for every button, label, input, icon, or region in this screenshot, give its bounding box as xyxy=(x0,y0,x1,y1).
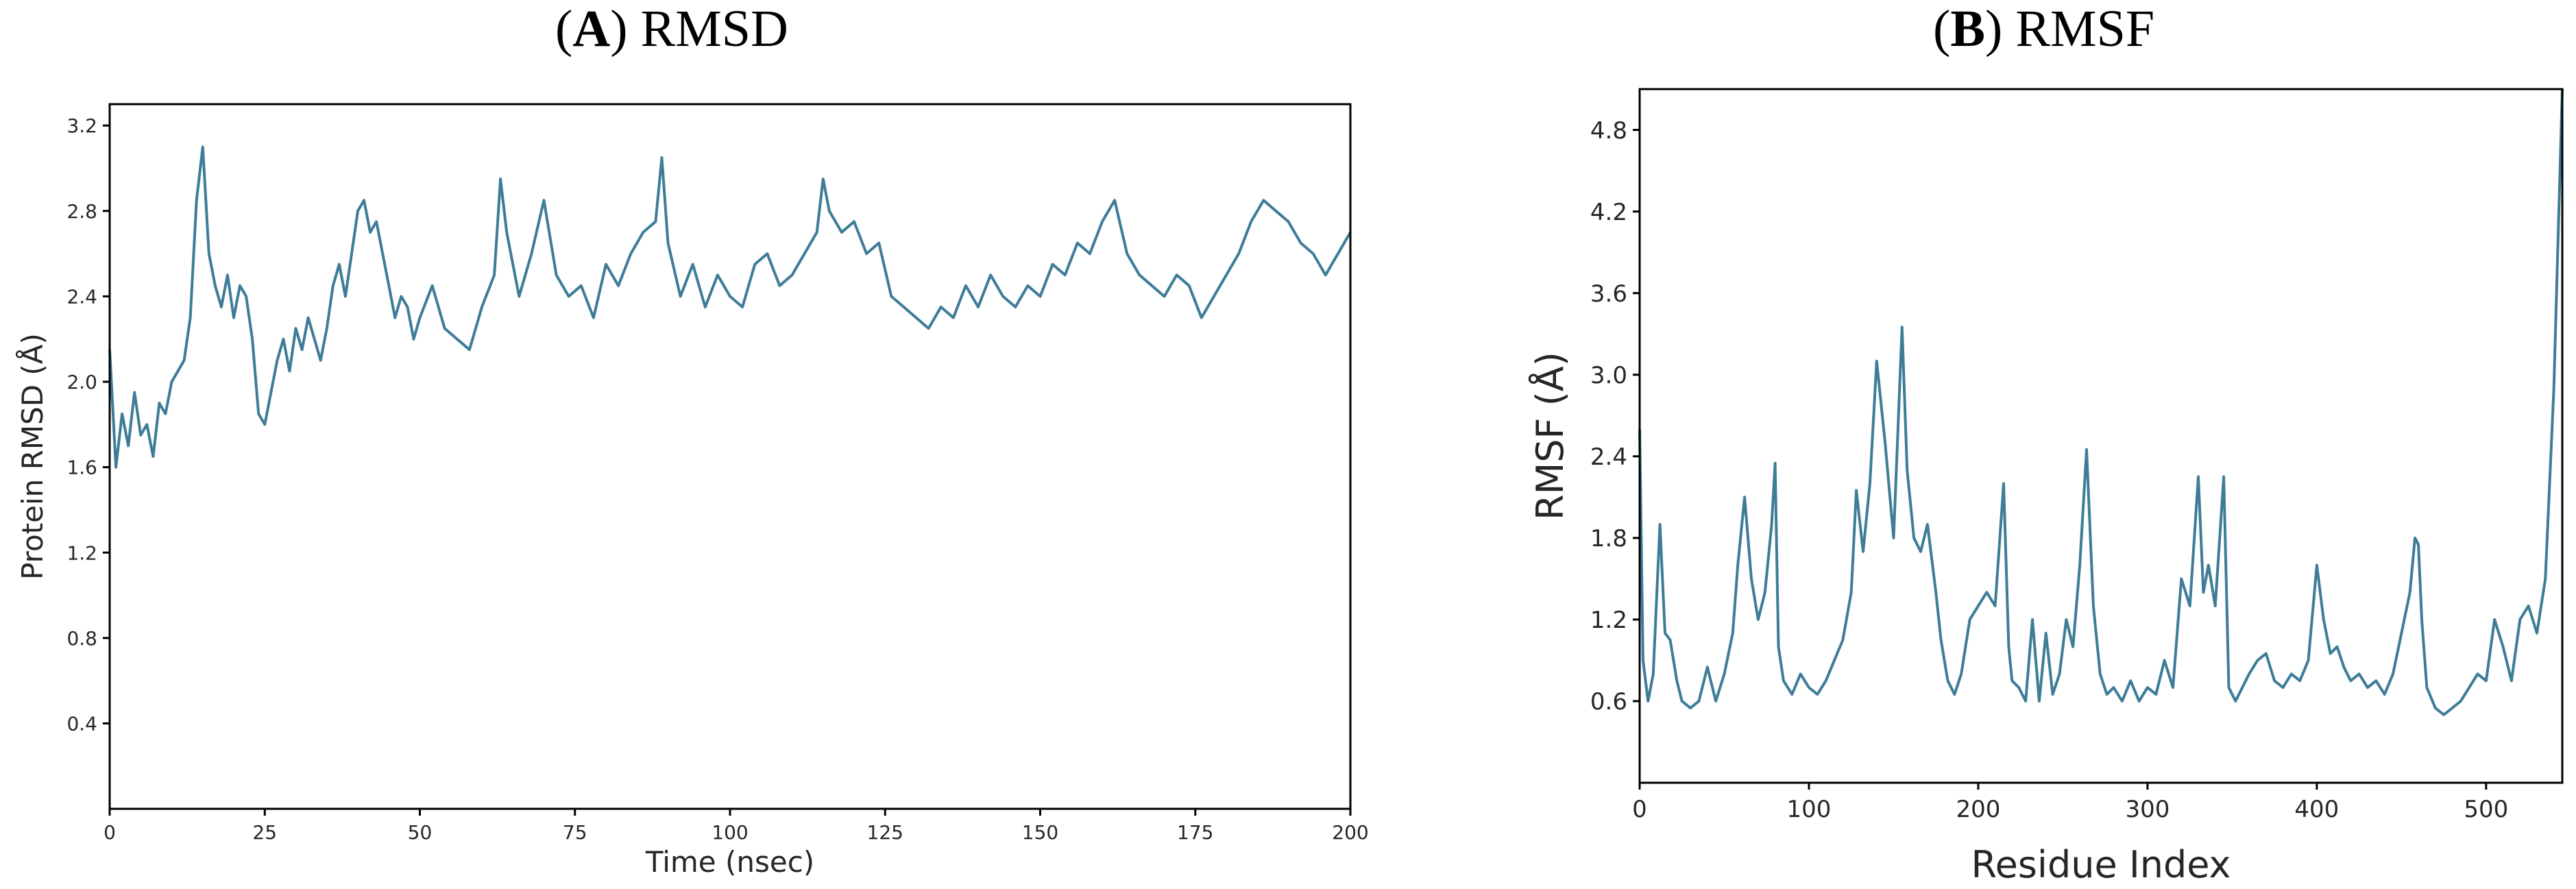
rmsd-y-tick-label: 1.6 xyxy=(66,456,97,479)
rmsd-y-tick-label: 2.4 xyxy=(66,285,97,308)
rmsd-x-tick-label: 200 xyxy=(1332,821,1368,844)
rmsf-y-tick-label: 1.8 xyxy=(1590,525,1627,552)
rmsd-x-tick-label: 150 xyxy=(1022,821,1058,844)
rmsd-series-line xyxy=(108,145,1352,469)
rmsd-x-tick-label: 125 xyxy=(867,821,903,844)
rmsd-y-tick-label: 2.0 xyxy=(66,371,97,393)
rmsd-plot-frame xyxy=(108,103,1352,810)
rmsf-y-tick-label: 1.2 xyxy=(1590,607,1627,634)
rmsf-y-tick-label: 2.4 xyxy=(1590,443,1627,471)
rmsf-y-tick-label: 3.6 xyxy=(1590,280,1627,308)
rmsf-x-tick-label: 100 xyxy=(1787,796,1832,823)
rmsf-y-tick-label: 4.2 xyxy=(1590,199,1627,226)
rmsd-x-tick-label: 50 xyxy=(408,821,433,844)
panel-a-title: (A) RMSD xyxy=(555,0,788,58)
rmsf-y-tick-label: 3.0 xyxy=(1590,362,1627,389)
rmsd-y-tick-label: 2.8 xyxy=(66,200,97,223)
rmsd-y-axis-label: Protein RMSD (Å) xyxy=(15,333,49,580)
panel-a-letter: A xyxy=(572,0,611,58)
rmsd-x-axis-label: Time (nsec) xyxy=(645,845,814,879)
rmsf-x-tick-label: 400 xyxy=(2294,796,2339,823)
rmsf-y-tick-label: 4.8 xyxy=(1590,117,1627,145)
rmsf-plot-frame xyxy=(1638,88,2564,784)
panel-b-name: RMSF xyxy=(2015,0,2155,58)
panel-b-title: (B) RMSF xyxy=(1933,0,2155,58)
rmsd-y-tick-label: 0.8 xyxy=(66,627,97,650)
rmsd-x-tick-label: 75 xyxy=(563,821,587,844)
rmsd-x-tick-label: 175 xyxy=(1177,821,1213,844)
rmsf-x-axis-label: Residue Index xyxy=(1971,843,2231,886)
rmsd-y-tick-label: 3.2 xyxy=(66,114,97,137)
rmsd-x-tick-label: 0 xyxy=(104,821,116,844)
rmsd-chart: 0 25 50 75 100 125 150 175 200 0.4 0.8 1.2 1.6 2.0 2.4… xyxy=(15,103,1369,879)
rmsf-x-tick-label: 300 xyxy=(2125,796,2170,823)
rmsf-chart: 0 100 200 300 400 500 0.6 1.2 1.8 2.4 3.0 3.6 4.2 4.8… xyxy=(1528,88,2564,886)
rmsd-y-tick-label: 0.4 xyxy=(66,712,97,735)
rmsf-x-tick-label: 0 xyxy=(1632,796,1647,823)
rmsf-y-tick-label: 0.6 xyxy=(1590,688,1627,716)
panel-b-letter: B xyxy=(1950,0,1986,58)
rmsd-y-tick-label: 1.2 xyxy=(66,541,97,564)
rmsd-x-tick-label: 100 xyxy=(712,821,748,844)
rmsf-x-tick-label: 500 xyxy=(2464,796,2508,823)
rmsf-series-line xyxy=(1638,88,2564,716)
rmsf-y-axis-label: RMSF (Å) xyxy=(1528,352,1572,520)
rmsd-x-tick-label: 25 xyxy=(252,821,277,844)
panel-a-name: RMSD xyxy=(640,0,788,58)
rmsf-x-tick-label: 200 xyxy=(1956,796,2000,823)
